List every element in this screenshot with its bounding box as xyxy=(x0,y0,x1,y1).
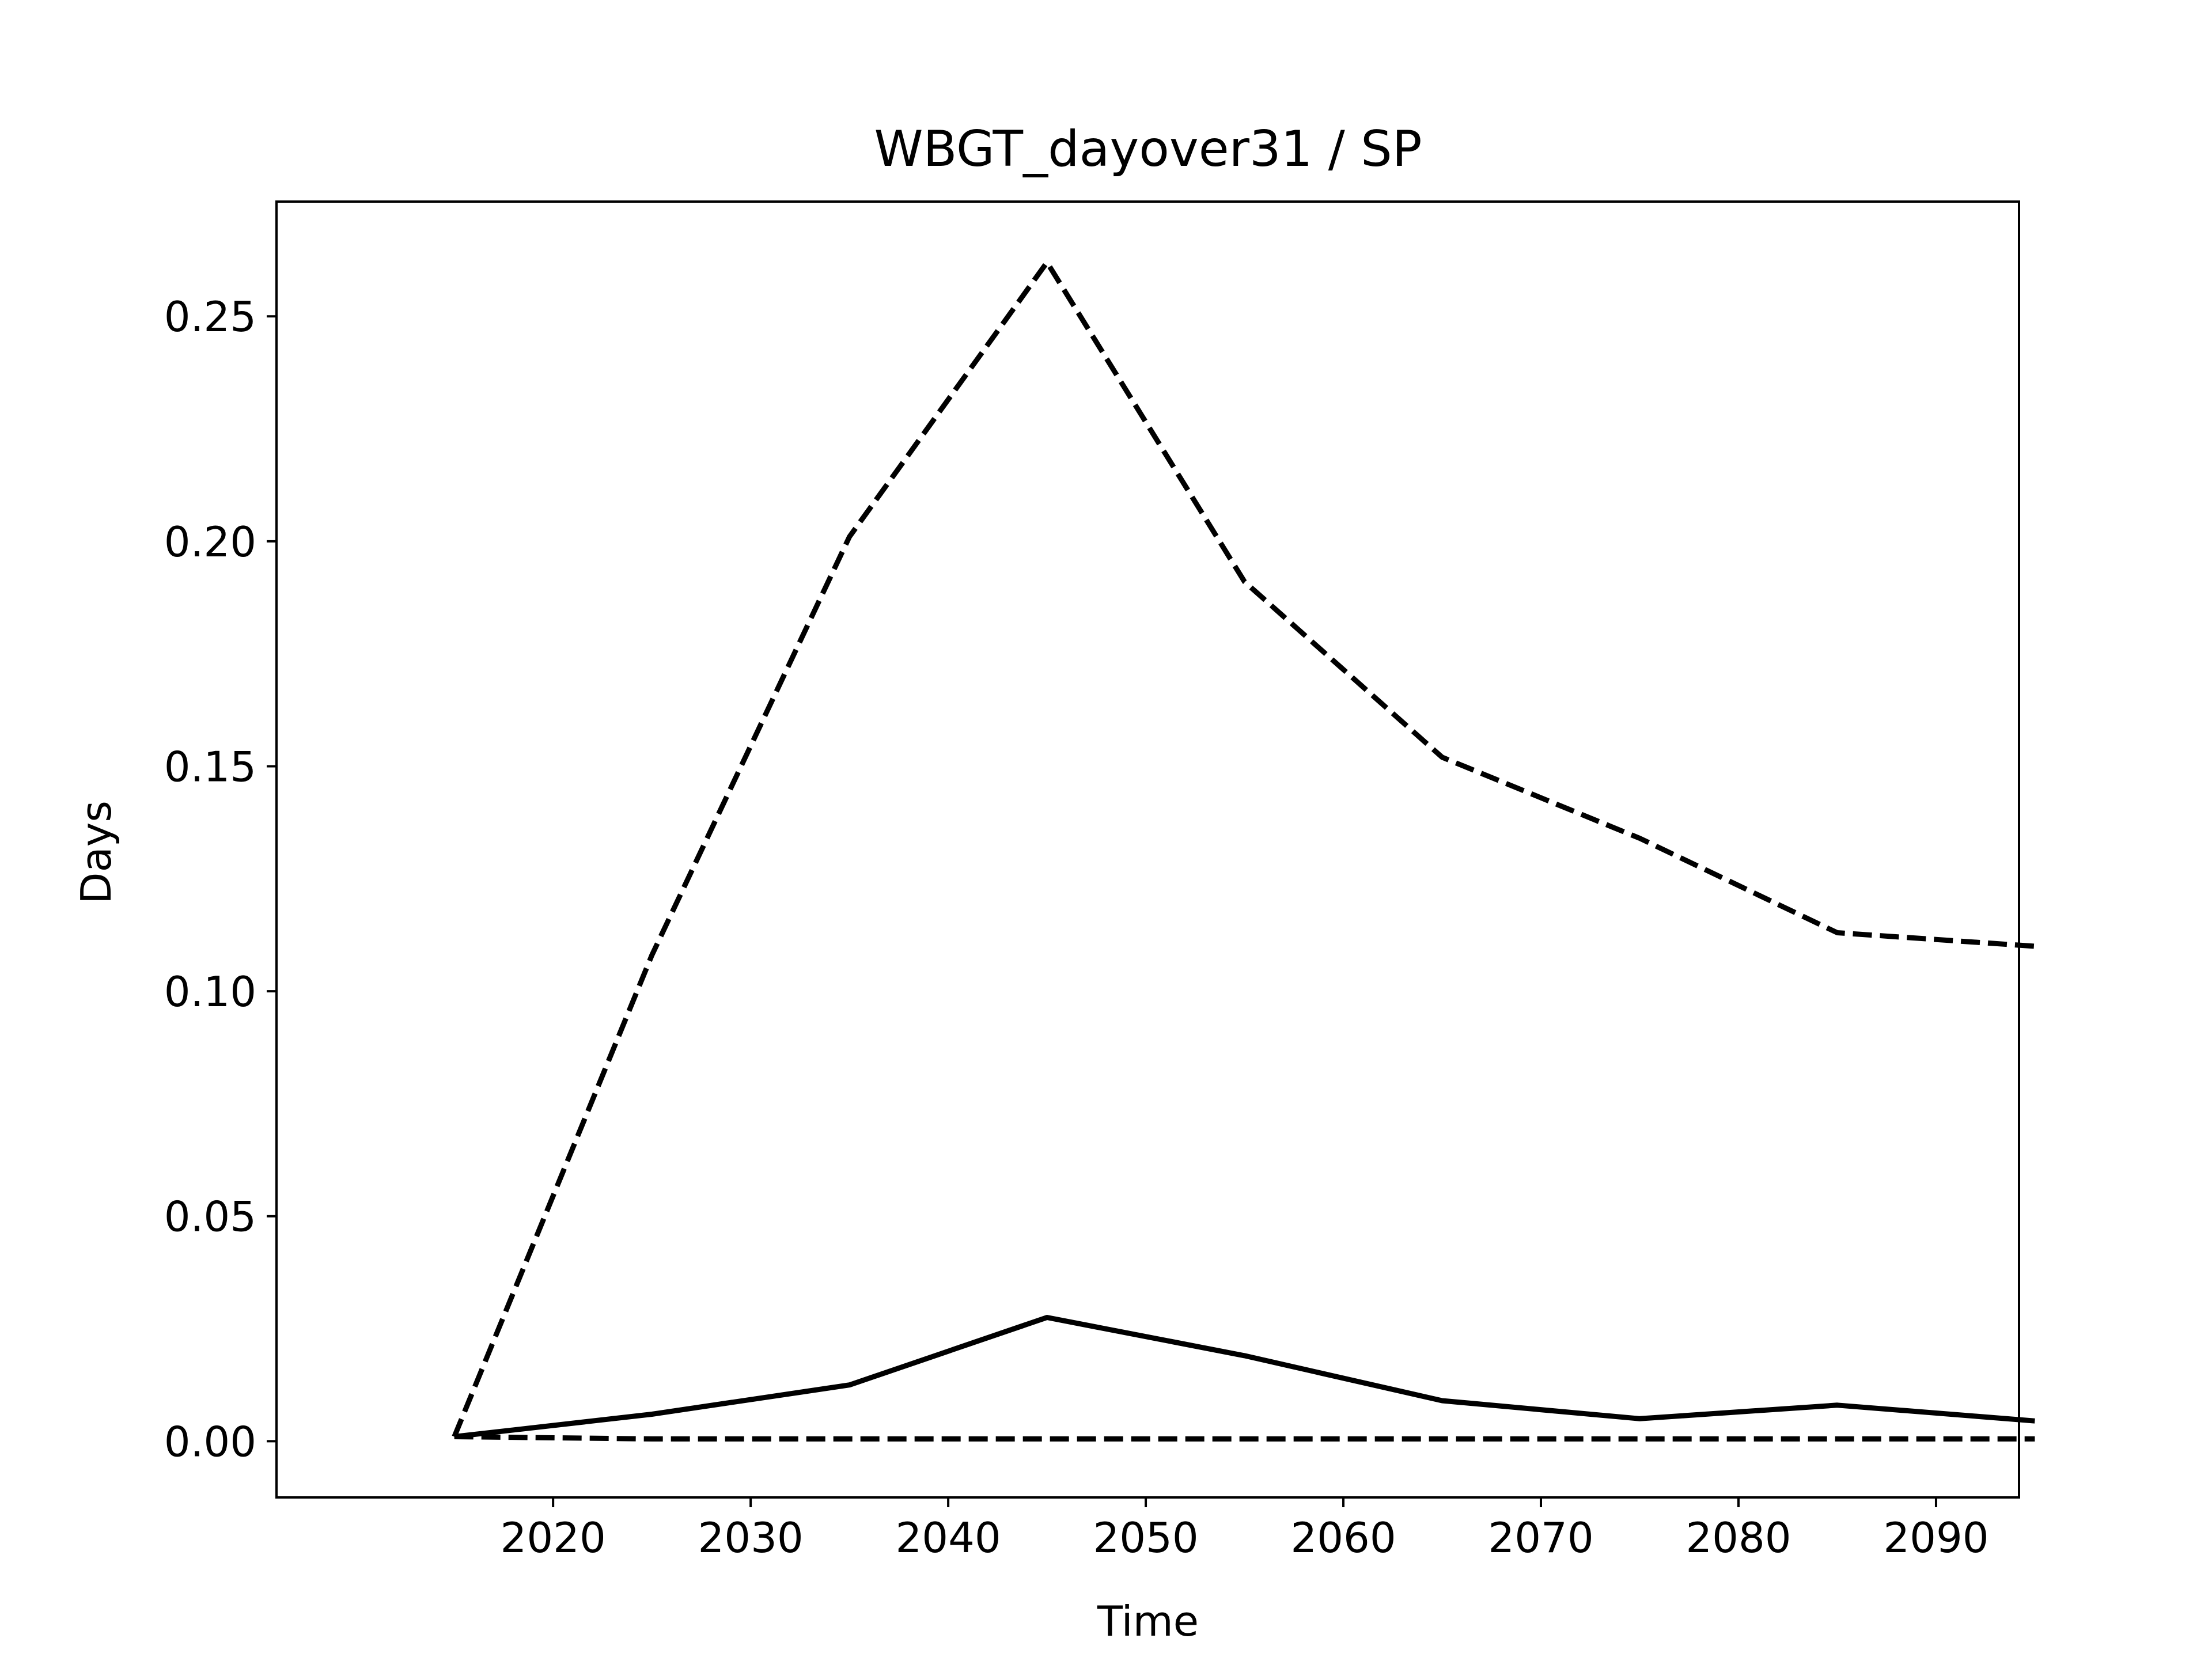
axes-frame xyxy=(275,200,2020,1499)
series-line-2 xyxy=(454,1315,2035,1439)
chart-title: WBGT_dayover31 / SP xyxy=(874,120,1422,178)
x-tick-label-2040: 2040 xyxy=(895,1514,1001,1562)
y-axis-label: Days xyxy=(72,801,120,904)
x-tick-label-2090: 2090 xyxy=(1883,1514,1988,1562)
y-tick-label-4: 0.20 xyxy=(164,518,256,566)
series-line-1 xyxy=(452,260,2035,1438)
y-tick-label-1: 0.05 xyxy=(164,1193,256,1241)
y-tick-label-5: 0.25 xyxy=(164,293,256,341)
plot-area: 2020 2030 2040 2050 2060 2070 2080 2090 0.00 0.05… xyxy=(164,200,2035,1562)
series-line-3 xyxy=(454,1434,2035,1442)
x-tick-label-2080: 2080 xyxy=(1685,1514,1791,1562)
y-tick-label-2: 0.10 xyxy=(164,968,256,1016)
x-tick-label-2070: 2070 xyxy=(1488,1514,1593,1562)
x-axis-label: Time xyxy=(1097,1597,1199,1645)
x-tick-label-2030: 2030 xyxy=(698,1514,804,1562)
x-tick-label-2020: 2020 xyxy=(501,1514,606,1562)
x-tick-label-2060: 2060 xyxy=(1290,1514,1396,1562)
y-tick-label-0: 0.00 xyxy=(164,1417,256,1466)
x-tick-label-2050: 2050 xyxy=(1093,1514,1198,1562)
y-tick-label-3: 0.15 xyxy=(164,742,256,791)
